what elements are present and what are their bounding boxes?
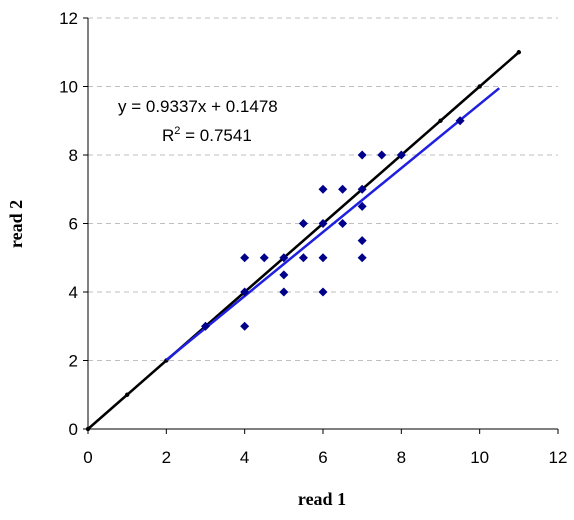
data-point-2 bbox=[240, 287, 250, 297]
identity-marker-0 bbox=[85, 426, 91, 432]
data-point-10 bbox=[318, 287, 328, 297]
y-tick-label-2: 4 bbox=[69, 283, 78, 302]
x-tick-label-6: 12 bbox=[549, 448, 568, 467]
x-tick-label-3: 6 bbox=[318, 448, 327, 467]
x-tick-label-2: 4 bbox=[240, 448, 249, 467]
data-point-17 bbox=[357, 236, 367, 246]
r-squared-label: R2 = 0.7541 bbox=[162, 125, 252, 145]
data-point-1 bbox=[240, 321, 250, 331]
data-point-15 bbox=[338, 184, 348, 194]
data-point-14 bbox=[338, 219, 348, 228]
identity-marker-11 bbox=[516, 50, 522, 55]
data-point-3 bbox=[240, 253, 250, 263]
data-point-18 bbox=[357, 201, 367, 211]
data-point-13 bbox=[318, 184, 328, 194]
y-tick-label-1: 2 bbox=[69, 352, 78, 371]
axes bbox=[83, 17, 559, 434]
data-point-6 bbox=[279, 270, 289, 280]
data-point-21 bbox=[377, 150, 387, 160]
x-tick-label-5: 10 bbox=[470, 448, 489, 467]
x-tick-label-4: 8 bbox=[397, 448, 406, 467]
data-point-7 bbox=[279, 253, 289, 263]
identity-marker-9 bbox=[438, 118, 443, 123]
data-point-8 bbox=[298, 253, 308, 263]
identity-marker-10 bbox=[477, 84, 482, 89]
y-tick-label-3: 6 bbox=[69, 215, 78, 234]
x-axis-title: read 1 bbox=[298, 489, 346, 509]
trend-equation: y = 0.9337x + 0.1478 bbox=[118, 97, 278, 116]
data-point-20 bbox=[357, 150, 367, 160]
data-point-16 bbox=[357, 253, 367, 263]
data-point-5 bbox=[279, 287, 289, 297]
y-tick-label-5: 10 bbox=[59, 78, 78, 97]
x-tick-label-1: 2 bbox=[162, 448, 171, 467]
data-point-12 bbox=[318, 219, 328, 228]
x-tick-label-0: 0 bbox=[83, 448, 92, 467]
data-point-11 bbox=[318, 253, 328, 263]
identity-line bbox=[87, 51, 520, 430]
y-tick-label-4: 8 bbox=[69, 146, 78, 165]
y-axis-title: read 2 bbox=[6, 200, 26, 248]
data-point-23 bbox=[455, 116, 465, 126]
data-point-9 bbox=[298, 219, 308, 228]
trend-line bbox=[165, 87, 501, 361]
data-point-22 bbox=[396, 150, 406, 160]
data-point-19 bbox=[357, 184, 367, 194]
data-points bbox=[201, 116, 465, 331]
data-point-4 bbox=[259, 253, 269, 263]
identity-marker-1 bbox=[124, 392, 130, 397]
data-point-0 bbox=[201, 321, 210, 331]
tick-labels: 0 2 4 6 8 10 12 0 2 4 6 8 10 12 bbox=[59, 9, 567, 467]
y-tick-label-6: 12 bbox=[59, 9, 78, 28]
y-tick-label-0: 0 bbox=[69, 420, 78, 439]
